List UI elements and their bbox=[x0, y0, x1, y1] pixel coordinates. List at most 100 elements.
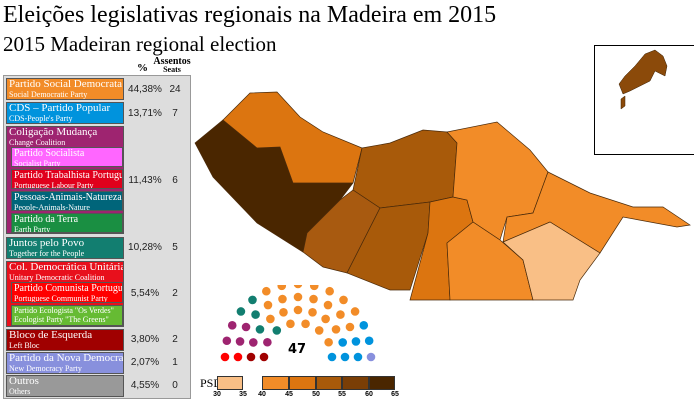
scale-tick: 45 bbox=[285, 391, 293, 398]
seat-dot bbox=[278, 294, 287, 304]
jpp-pct: 10,28% bbox=[128, 242, 162, 253]
party-name-en: Unitary Democratic Coalition bbox=[9, 273, 105, 282]
seat-dot bbox=[233, 352, 243, 362]
legend-psd: Partido Social Democrata Social Democrati… bbox=[6, 78, 124, 100]
party-name-en: People-Animals-Nature bbox=[14, 203, 90, 211]
psd-pct: 44,38% bbox=[128, 84, 162, 95]
seat-dot bbox=[293, 292, 303, 302]
map-region-santa-cruz bbox=[502, 221, 601, 301]
seat-dot bbox=[293, 305, 303, 315]
pnd-seats: 1 bbox=[172, 357, 178, 368]
seat-dot bbox=[241, 322, 251, 332]
pnd-pct: 2,07% bbox=[130, 357, 160, 368]
cds-pct: 13,71% bbox=[128, 108, 162, 119]
seat-dot bbox=[308, 308, 317, 317]
others-seats: 0 bbox=[172, 380, 178, 391]
scale-swatch bbox=[217, 376, 243, 390]
seat-dot bbox=[353, 352, 363, 362]
hemicycle bbox=[220, 285, 376, 362]
seat-dot bbox=[227, 321, 237, 330]
party-name: Juntos pelo Povo bbox=[9, 237, 85, 249]
legend-pcp: Partido Comunista Português Portuguese Co… bbox=[11, 282, 123, 303]
mudanca-seats: 6 bbox=[172, 175, 178, 186]
party-name: Coligação Mudança bbox=[9, 126, 98, 138]
be-pct: 3,80% bbox=[130, 334, 160, 345]
party-name-en: Left Bloc bbox=[9, 341, 40, 350]
party-name-en: New Democracy Party bbox=[9, 364, 82, 373]
scale-tick: 50 bbox=[312, 391, 320, 398]
seat-dot bbox=[301, 319, 310, 329]
legend-panel: Partido Social Democrata Social Democrati… bbox=[3, 75, 191, 399]
seat-dot bbox=[236, 307, 246, 316]
seat-dot bbox=[351, 337, 361, 346]
seat-dot bbox=[321, 314, 330, 324]
seats-header-pt: Assentos bbox=[153, 56, 191, 67]
total-seats: 47 bbox=[288, 342, 307, 357]
scale-tick: 35 bbox=[239, 391, 247, 398]
seat-dot bbox=[263, 337, 272, 347]
scale-swatch bbox=[289, 376, 316, 390]
seat-dot bbox=[255, 325, 265, 334]
seats-header: Assentos Seats bbox=[152, 56, 192, 74]
seat-dot bbox=[325, 286, 334, 296]
seat-dot bbox=[262, 286, 271, 296]
party-name-en: Ecologist Party "The Greens" bbox=[14, 315, 109, 324]
party-name: Col. Democrática Unitária bbox=[9, 261, 124, 273]
legend-pan: Pessoas-Animais-Natureza People-Animals-N… bbox=[11, 191, 123, 211]
porto-santo-map bbox=[618, 49, 668, 110]
be-seats: 2 bbox=[172, 334, 178, 345]
seat-dot bbox=[336, 310, 345, 319]
seat-dot bbox=[248, 295, 257, 305]
porto-santo-inset bbox=[594, 45, 694, 155]
seat-dot bbox=[286, 319, 295, 329]
page-subtitle: 2015 Madeiran regional election bbox=[3, 32, 277, 56]
others-pct: 4,55% bbox=[130, 380, 160, 391]
scale-tick: 60 bbox=[365, 391, 373, 398]
legend-cds: CDS – Partido Popular CDS-People's Party bbox=[6, 102, 124, 124]
seat-dot bbox=[235, 337, 245, 346]
legend-pt: Partido da Terra Earth Party bbox=[11, 213, 123, 233]
seat-dot bbox=[246, 352, 256, 362]
legend-ptp: Partido Trabalhista Português Portuguese … bbox=[11, 169, 123, 189]
map-region-sao-vicente bbox=[352, 129, 458, 209]
seat-dot bbox=[309, 294, 318, 304]
party-name: Bloco de Esquerda bbox=[9, 329, 93, 341]
seat-dot bbox=[366, 352, 376, 362]
party-name: Outros bbox=[9, 375, 39, 387]
scale-swatch bbox=[342, 376, 369, 390]
seat-dot bbox=[259, 352, 269, 362]
scale-label: PSD bbox=[200, 376, 223, 390]
seat-dot bbox=[277, 285, 287, 291]
seat-dot bbox=[314, 326, 324, 335]
party-name: Pessoas-Animais-Natureza bbox=[14, 192, 122, 203]
jpp-seats: 5 bbox=[172, 242, 178, 253]
seat-dot bbox=[222, 336, 232, 346]
seat-dot bbox=[323, 300, 333, 310]
seat-dot bbox=[359, 321, 369, 330]
party-name-en: Social Democratic Party bbox=[9, 90, 88, 99]
party-name-en: Earth Party bbox=[14, 225, 51, 233]
legend-pnd: Partido da Nova Democracia New Democracy … bbox=[6, 352, 124, 374]
seat-dot bbox=[364, 336, 374, 346]
party-name: Partido Socialista bbox=[14, 148, 85, 159]
legend-others: Outros Others bbox=[6, 375, 124, 397]
map-region-santana bbox=[446, 121, 549, 241]
party-name: CDS – Partido Popular bbox=[9, 102, 111, 114]
seat-dot bbox=[249, 338, 258, 347]
seat-dot bbox=[251, 310, 260, 319]
seat-dot bbox=[293, 285, 303, 289]
party-name-en: Others bbox=[9, 387, 31, 396]
party-name-en: Portuguese Communist Party bbox=[14, 294, 108, 303]
party-name: Partido da Nova Democracia bbox=[9, 352, 124, 364]
party-name-en: Change Coalition bbox=[9, 138, 66, 147]
legend-pev: Partido Ecologista "Os Verdes" Ecologist … bbox=[11, 305, 123, 326]
party-name: Partido Social Democrata bbox=[9, 78, 123, 90]
legend-be: Bloco de Esquerda Left Bloc bbox=[6, 329, 124, 351]
seat-dot bbox=[324, 337, 333, 347]
pct-header: % bbox=[137, 62, 148, 74]
seat-dot bbox=[338, 338, 347, 347]
page-title: Eleições legislativas regionais na Madei… bbox=[3, 2, 497, 28]
scale-tick: 65 bbox=[391, 391, 399, 398]
seat-dot bbox=[263, 300, 273, 310]
cdu-seats: 2 bbox=[172, 288, 178, 299]
